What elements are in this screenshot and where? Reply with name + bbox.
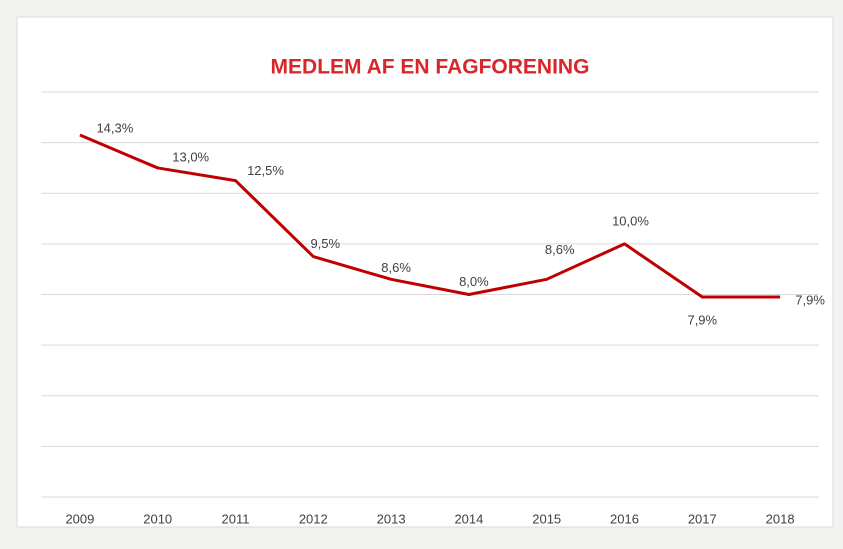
data-label: 7,9% xyxy=(795,292,825,307)
data-label: 8,6% xyxy=(381,260,411,275)
data-label: 7,9% xyxy=(687,312,717,327)
x-tick-label: 2016 xyxy=(610,511,639,526)
data-label: 12,5% xyxy=(247,163,284,178)
x-tick-label: 2018 xyxy=(766,511,795,526)
x-tick-label: 2015 xyxy=(532,511,561,526)
x-tick-label: 2013 xyxy=(377,511,406,526)
data-label: 13,0% xyxy=(172,149,209,164)
data-label: 9,5% xyxy=(310,236,340,251)
chart-title: MEDLEM AF EN FAGFORENING xyxy=(271,56,590,79)
data-label: 8,6% xyxy=(545,242,575,257)
data-label: 14,3% xyxy=(96,120,133,135)
data-label: 10,0% xyxy=(612,213,649,228)
x-tick-label: 2017 xyxy=(688,511,717,526)
chart-area xyxy=(16,16,834,528)
x-tick-label: 2014 xyxy=(454,511,483,526)
x-tick-label: 2012 xyxy=(299,511,328,526)
x-tick-label: 2009 xyxy=(65,511,94,526)
data-label: 8,0% xyxy=(459,274,489,289)
line xyxy=(79,133,781,299)
x-tick-label: 2010 xyxy=(143,511,172,526)
x-tick-label: 2011 xyxy=(222,511,250,526)
